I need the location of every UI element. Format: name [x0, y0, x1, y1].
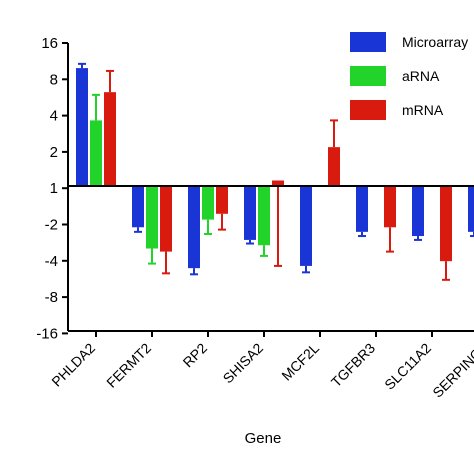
- y-tick-label: 1: [50, 180, 58, 197]
- bar-microarray: [356, 186, 368, 232]
- y-tick-label: -8: [45, 289, 58, 306]
- legend-swatch-microarray: [350, 32, 386, 52]
- bar-microarray: [244, 186, 256, 240]
- bar-mrna: [328, 147, 340, 186]
- y-tick-label: -4: [45, 253, 58, 270]
- bar-mrna: [216, 186, 228, 214]
- y-tick-label: 8: [50, 71, 58, 88]
- x-category-label: PHLDA2: [48, 340, 98, 390]
- legend: Microarray aRNA mRNA: [350, 32, 468, 120]
- y-tick-label: 4: [50, 108, 58, 125]
- bar-microarray: [468, 186, 474, 232]
- y-tick-label: 16: [41, 35, 58, 52]
- x-category-label: SLC11A2: [381, 340, 434, 393]
- legend-swatch-arna: [350, 66, 386, 86]
- x-category-label: SERPINC1: [429, 340, 474, 401]
- bar-microarray: [188, 186, 200, 269]
- bar-microarray: [76, 68, 88, 186]
- y-tick-label: -2: [45, 217, 58, 234]
- bar-arna: [90, 120, 102, 186]
- y-tick-label: 2: [50, 144, 58, 161]
- bar-arna: [202, 186, 214, 220]
- bar-mrna: [160, 186, 172, 252]
- x-category-label: SHISA2: [220, 340, 267, 387]
- x-category-label: FERMT2: [103, 340, 154, 391]
- x-axis-title: Gene: [245, 430, 282, 447]
- bar-microarray: [300, 186, 312, 266]
- x-axis-categories: PHLDA2 FERMT2 RP2 SHISA2 MCF2L TGFBR3 SLC11A2S…: [48, 331, 474, 401]
- legend-label-microarray: Microarray: [402, 34, 468, 50]
- x-category-label: RP2: [180, 340, 211, 371]
- x-category-label: TGFBR3: [328, 340, 379, 391]
- y-tick-label: -16: [36, 325, 58, 342]
- y-axis-ticks: 16 8 4 2 1 -2 -4 -8 -16: [36, 35, 68, 342]
- bar-arna: [258, 186, 270, 246]
- bar-mrna: [440, 186, 452, 262]
- legend-label-mrna: mRNA: [402, 102, 444, 118]
- bar-microarray: [132, 186, 144, 228]
- bar-microarray: [412, 186, 424, 237]
- legend-label-arna: aRNA: [402, 68, 440, 84]
- x-category-label: MCF2L: [278, 340, 322, 384]
- bar-mrna: [384, 186, 396, 228]
- legend-swatch-mrna: [350, 100, 386, 120]
- axes-layer: [67, 43, 474, 332]
- bar-mrna: [104, 92, 116, 186]
- bar-arna: [146, 186, 158, 249]
- bars-layer: [76, 62, 474, 281]
